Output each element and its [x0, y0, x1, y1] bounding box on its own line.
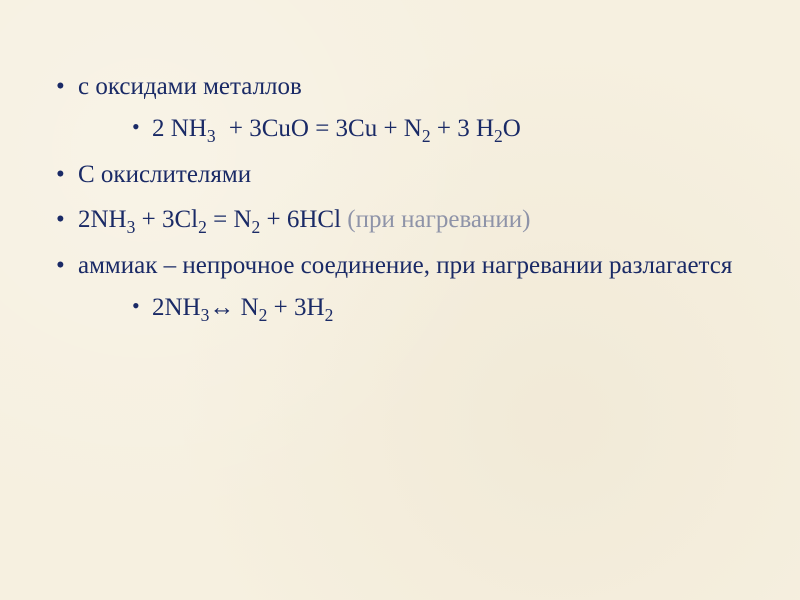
slide: с оксидами металлов 2 NH3 + 3CuO = 3Cu +… [0, 0, 800, 600]
formula-text: 2 NH3 + 3CuO = 3Cu + N2 + 3 H2O [152, 115, 521, 142]
bullet-text: аммиак – непрочное соединение, при нагре… [78, 252, 732, 279]
sub-bullet-item: 2NH3↔ N2 + 3H2 [132, 291, 760, 325]
sub-bullet-item: 2 NH3 + 3CuO = 3Cu + N2 + 3 H2O [132, 112, 760, 146]
bullet-text: С окислителями [78, 161, 251, 188]
bullet-item: аммиак – непрочное соединение, при нагре… [56, 249, 760, 325]
sub-bullet-list: 2 NH3 + 3CuO = 3Cu + N2 + 3 H2O [78, 112, 760, 146]
sub-bullet-list: 2NH3↔ N2 + 3H2 [78, 291, 760, 325]
formula-text: 2NH3↔ N2 + 3H2 [152, 294, 333, 321]
bullet-item: с оксидами металлов 2 NH3 + 3CuO = 3Cu +… [56, 70, 760, 146]
bullet-text: с оксидами металлов [78, 73, 302, 100]
bullet-list: с оксидами металлов 2 NH3 + 3CuO = 3Cu +… [56, 70, 760, 325]
bullet-item: С окислителями [56, 158, 760, 192]
formula-text: 2NH3 + 3Cl2 = N2 + 6HCl (при нагревании) [78, 206, 530, 233]
bullet-item: 2NH3 + 3Cl2 = N2 + 6HCl (при нагревании) [56, 203, 760, 237]
